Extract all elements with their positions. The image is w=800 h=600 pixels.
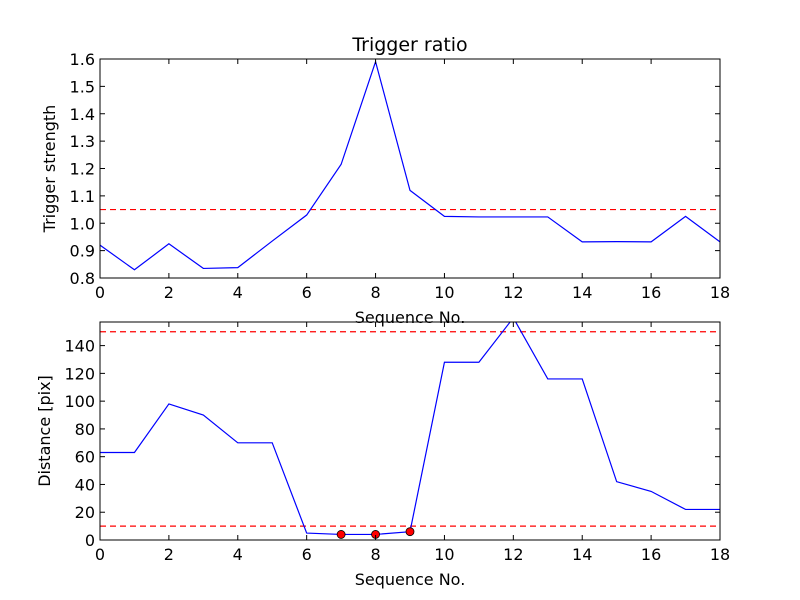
bottom-x-tick-label: 2	[164, 545, 174, 564]
bottom-x-tick-label: 6	[302, 545, 312, 564]
top-y-tick-label: 0.8	[70, 269, 95, 288]
bottom-marker-0	[336, 530, 346, 539]
top-x-tick-label: 0	[95, 283, 105, 302]
top-y-tick-label: 1.4	[70, 105, 95, 124]
bottom-x-tick-label: 10	[434, 545, 454, 564]
bottom-axes-frame	[99, 321, 721, 541]
top-plot-area	[100, 59, 720, 271]
top-x-tick-label: 4	[233, 283, 243, 302]
top-y-tick-label: 1.5	[70, 77, 95, 96]
bottom-marker-2	[405, 527, 415, 537]
top-x-tick-label: 14	[572, 283, 592, 302]
bottom-series-line-0	[100, 322, 720, 536]
top-x-tick-label: 12	[503, 283, 523, 302]
bottom-x-tick-label: 4	[233, 545, 243, 564]
top-y-tick-label: 1.0	[70, 214, 95, 233]
top-panel: Trigger ratio 0 2 4 6 8 10 12 14 16 18 0.8 0.9 1.0 1.1…	[40, 34, 730, 327]
top-series-line-0	[100, 59, 720, 271]
bottom-y-tick-label: 80	[75, 420, 95, 439]
top-y-tick-label: 1.2	[70, 160, 95, 179]
top-x-axis-label: Sequence No.	[355, 308, 466, 327]
top-y-tick-label: 1.6	[70, 50, 95, 69]
bottom-y-tick-label: 140	[64, 337, 95, 356]
top-y-tick-label: 1.1	[70, 187, 95, 206]
top-y-tick-label: 1.3	[70, 132, 95, 151]
bottom-y-tick-label: 120	[64, 364, 95, 383]
bottom-x-tick-label: 18	[710, 545, 730, 564]
bottom-x-tick-label: 12	[503, 545, 523, 564]
bottom-y-tick-label: 100	[64, 392, 95, 411]
top-x-tick-label: 18	[710, 283, 730, 302]
bottom-y-axis-label: Distance [pix]	[35, 375, 54, 487]
bottom-y-tick-label: 0	[85, 531, 95, 550]
top-x-tick-label: 10	[434, 283, 454, 302]
bottom-x-tick-label: 8	[370, 545, 380, 564]
bottom-plot-area	[100, 322, 720, 539]
top-axes-frame	[99, 58, 721, 279]
top-x-tick-label: 6	[302, 283, 312, 302]
bottom-panel: 0 2 4 6 8 10 12 14 16 18 0 20 40 60 80 100 120 140 Sequenc…	[35, 321, 730, 589]
bottom-x-tick-label: 16	[641, 545, 661, 564]
bottom-x-axis-label: Sequence No.	[355, 570, 466, 589]
top-y-tick-label: 0.9	[70, 242, 95, 261]
bottom-y-tick-label: 40	[75, 475, 95, 494]
bottom-y-tick-label: 20	[75, 503, 95, 522]
top-x-tick-label: 2	[164, 283, 174, 302]
top-x-tick-label: 8	[370, 283, 380, 302]
bottom-x-tick-label: 0	[95, 545, 105, 564]
bottom-x-tick-label: 14	[572, 545, 592, 564]
top-x-tick-label: 16	[641, 283, 661, 302]
top-y-axis-label: Trigger strength	[40, 105, 59, 234]
top-chart-title: Trigger ratio	[351, 34, 467, 56]
bottom-y-tick-label: 60	[75, 448, 95, 467]
